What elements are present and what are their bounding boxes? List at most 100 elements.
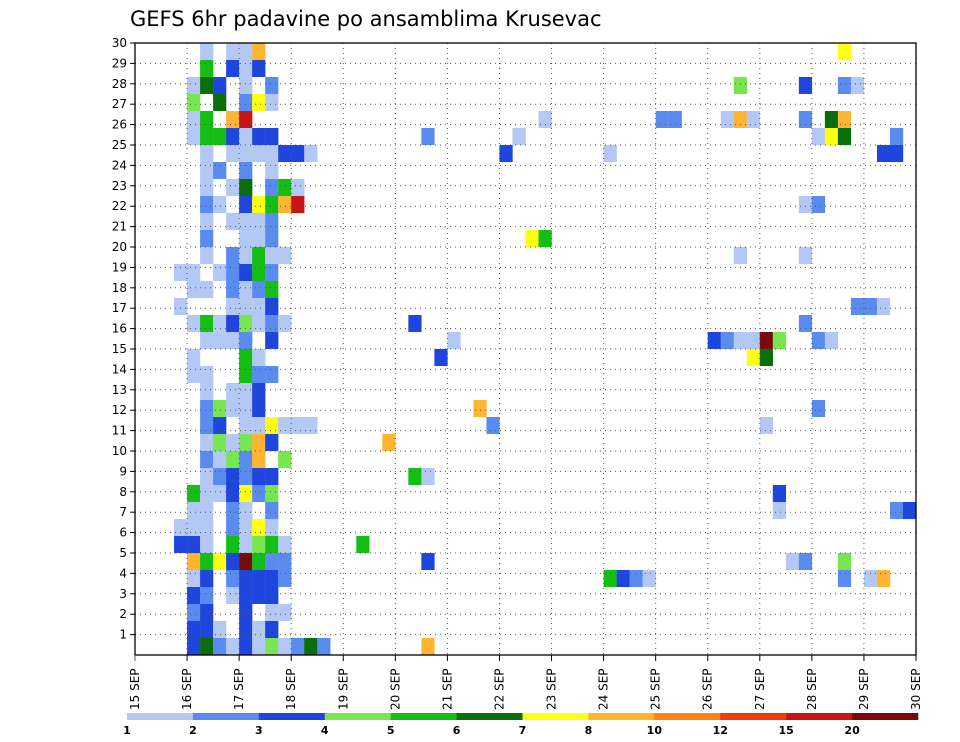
heatmap-cell bbox=[889, 145, 904, 163]
heatmap-cell bbox=[213, 128, 227, 146]
colorbar-label: 3 bbox=[255, 724, 263, 737]
heatmap-cell bbox=[278, 604, 292, 622]
heatmap-cell bbox=[876, 145, 891, 163]
heatmap-cell bbox=[226, 434, 240, 452]
heatmap-cell bbox=[187, 128, 201, 146]
heatmap-cell bbox=[720, 111, 734, 129]
heatmap-cell bbox=[616, 570, 630, 588]
heatmap-cell bbox=[291, 196, 305, 214]
heatmap-cell bbox=[265, 570, 279, 588]
heatmap-cell bbox=[265, 519, 279, 537]
heatmap-cell bbox=[226, 213, 240, 231]
heatmap-cell bbox=[759, 332, 774, 350]
heatmap-cell bbox=[447, 332, 461, 350]
heatmap-cell bbox=[759, 349, 774, 367]
heatmap-cell bbox=[876, 570, 891, 588]
heatmap-cell bbox=[772, 502, 787, 520]
heatmap-cell bbox=[811, 400, 826, 418]
heatmap-cell bbox=[239, 43, 253, 61]
heatmap-cell bbox=[239, 383, 253, 401]
heatmap-cell bbox=[187, 536, 201, 554]
y-tick-label: 8 bbox=[119, 485, 127, 499]
heatmap-cell bbox=[187, 315, 201, 333]
heatmap-cell bbox=[486, 417, 500, 435]
y-tick-label: 10 bbox=[112, 444, 127, 458]
heatmap-cell bbox=[226, 383, 240, 401]
heatmap-cell bbox=[252, 60, 266, 78]
heatmap-cell bbox=[252, 553, 266, 571]
y-tick-label: 15 bbox=[112, 342, 127, 356]
colorbar-label: 2 bbox=[189, 724, 197, 737]
heatmap-cell bbox=[265, 417, 279, 435]
heatmap-cell bbox=[863, 298, 878, 316]
heatmap-cell bbox=[772, 485, 787, 503]
heatmap-cell bbox=[213, 417, 227, 435]
heatmap-cell bbox=[200, 536, 214, 554]
heatmap-cell bbox=[226, 111, 240, 129]
heatmap-cell bbox=[265, 264, 279, 282]
heatmap-cell bbox=[733, 247, 747, 265]
y-tick-label: 7 bbox=[119, 505, 127, 519]
x-tick-label: 21 SEP bbox=[440, 668, 454, 710]
heatmap-cell bbox=[213, 400, 227, 418]
heatmap-cell bbox=[382, 434, 396, 452]
heatmap-cell bbox=[889, 128, 904, 146]
heatmap-cell bbox=[187, 519, 201, 537]
heatmap-cell bbox=[239, 621, 253, 639]
heatmap-cell bbox=[187, 111, 201, 129]
heatmap-cell bbox=[200, 179, 214, 197]
y-tick-label: 16 bbox=[112, 322, 127, 336]
x-tick-label: 24 SEP bbox=[597, 668, 611, 710]
heatmap-cell bbox=[811, 196, 826, 214]
heatmap-cell bbox=[824, 111, 839, 129]
heatmap-cell bbox=[252, 468, 266, 486]
colorbar-label: 20 bbox=[844, 724, 860, 737]
heatmap-cell bbox=[200, 570, 214, 588]
heatmap-cell bbox=[213, 162, 227, 180]
heatmap-cell bbox=[421, 553, 435, 571]
heatmap-cell bbox=[252, 587, 266, 605]
colorbar-label: 15 bbox=[779, 724, 794, 737]
heatmap-cell bbox=[759, 417, 774, 435]
heatmap-cell bbox=[213, 264, 227, 282]
heatmap-cell bbox=[291, 638, 305, 656]
heatmap-cell bbox=[850, 77, 865, 95]
heatmap-cell bbox=[226, 451, 240, 469]
colorbar-label: 4 bbox=[321, 724, 329, 737]
heatmap-cell bbox=[239, 60, 253, 78]
heatmap-cell bbox=[200, 383, 214, 401]
heatmap-cell bbox=[408, 468, 422, 486]
colorbar-label: 1 bbox=[123, 724, 131, 737]
y-tick-label: 24 bbox=[112, 158, 127, 172]
heatmap-cell bbox=[434, 349, 448, 367]
heatmap-cell bbox=[200, 162, 214, 180]
heatmap-cell bbox=[837, 43, 852, 61]
heatmap-cell bbox=[265, 604, 279, 622]
heatmap-cell bbox=[252, 570, 266, 588]
colorbar-label: 10 bbox=[647, 724, 663, 737]
heatmap-cell bbox=[187, 281, 201, 299]
heatmap-cell bbox=[668, 111, 682, 129]
heatmap-cell bbox=[239, 417, 253, 435]
y-tick-label: 11 bbox=[112, 424, 127, 438]
colorbar-label: 12 bbox=[713, 724, 728, 737]
heatmap-cell bbox=[239, 587, 253, 605]
heatmap-cell bbox=[265, 77, 279, 95]
heatmap-cell bbox=[200, 604, 214, 622]
heatmap-cell bbox=[187, 349, 201, 367]
heatmap-cell bbox=[265, 281, 279, 299]
y-tick-label: 20 bbox=[112, 240, 127, 254]
heatmap-cell bbox=[265, 247, 279, 265]
heatmap-cell bbox=[811, 332, 826, 350]
heatmap-cell bbox=[226, 468, 240, 486]
heatmap-cell bbox=[902, 502, 917, 520]
heatmap-cell bbox=[252, 315, 266, 333]
heatmap-cell bbox=[603, 570, 617, 588]
heatmap-cell bbox=[213, 621, 227, 639]
heatmap-cell bbox=[499, 145, 513, 163]
heatmap-cell bbox=[239, 536, 253, 554]
heatmap-cell bbox=[252, 621, 266, 639]
heatmap-cell bbox=[239, 434, 253, 452]
heatmap-cell bbox=[226, 638, 240, 656]
heatmap-cell bbox=[226, 502, 240, 520]
